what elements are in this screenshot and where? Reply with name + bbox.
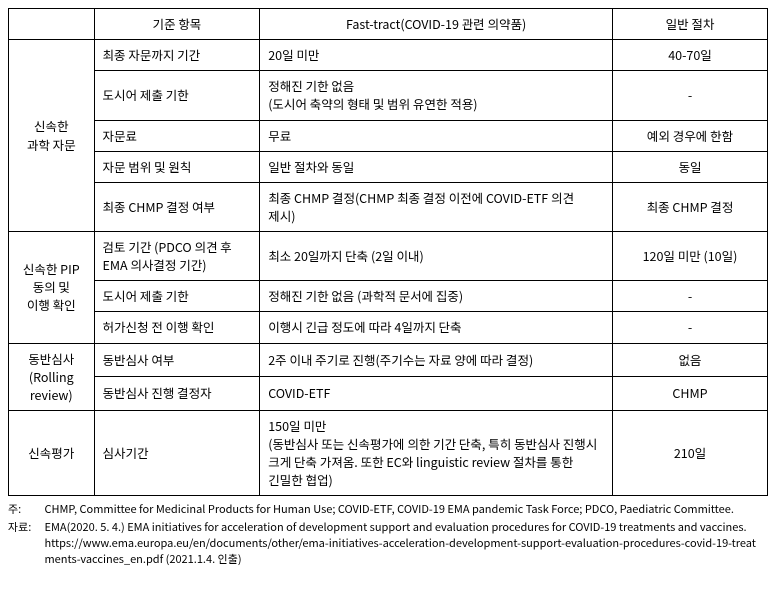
table-row: 신속한과학 자문최종 자문까지 기간20일 미만40-70일	[9, 40, 768, 71]
general-cell: 40-70일	[612, 40, 767, 71]
col-fast-track: Fast-tract(COVID-19 관련 의약품)	[260, 9, 613, 40]
criteria-cell: 허가신청 전 이행 확인	[94, 312, 260, 343]
footnotes: 주: CHMP, Committee for Medicinal Product…	[8, 502, 768, 568]
table-row: 허가신청 전 이행 확인이행시 긴급 정도에 따라 4일까지 단축-	[9, 312, 768, 343]
table-row: 신속한 PIP동의 및이행 확인검토 기간 (PDCO 의견 후 EMA 의사결…	[9, 232, 768, 281]
criteria-cell: 최종 CHMP 결정 여부	[94, 182, 260, 231]
criteria-cell: 최종 자문까지 기간	[94, 40, 260, 71]
table-row: 자문 범위 및 원칙일반 절차와 동일동일	[9, 151, 768, 182]
criteria-cell: 동반심사 진행 결정자	[94, 377, 260, 411]
general-cell: 없음	[612, 343, 767, 377]
note-body: CHMP, Committee for Medicinal Products f…	[44, 502, 764, 518]
table-row: 동반심사(Rollingreview)동반심사 여부2주 이내 주기로 진행(주…	[9, 343, 768, 377]
fast-track-cell: 150일 미만(동반심사 또는 신속평가에 의한 기간 단축, 특히 동반심사 …	[260, 410, 613, 496]
table-row: 신속평가심사기간150일 미만(동반심사 또는 신속평가에 의한 기간 단축, …	[9, 410, 768, 496]
fast-track-cell: 일반 절차와 동일	[260, 151, 613, 182]
general-cell: 120일 미만 (10일)	[612, 232, 767, 281]
comparison-table: 기준 항목 Fast-tract(COVID-19 관련 의약품) 일반 절차 …	[8, 8, 768, 496]
criteria-cell: 자문 범위 및 원칙	[94, 151, 260, 182]
fast-track-cell: 정해진 기한 없음 (과학적 문서에 집중)	[260, 281, 613, 312]
fast-track-cell: 무료	[260, 120, 613, 151]
col-general: 일반 절차	[612, 9, 767, 40]
col-criteria: 기준 항목	[94, 9, 260, 40]
table-header-row: 기준 항목 Fast-tract(COVID-19 관련 의약품) 일반 절차	[9, 9, 768, 40]
criteria-cell: 도시어 제출 기한	[94, 281, 260, 312]
criteria-cell: 자문료	[94, 120, 260, 151]
source-line-1: EMA(2020. 5. 4.) EMA initiatives for acc…	[44, 519, 746, 535]
fast-track-cell: 이행시 긴급 정도에 따라 4일까지 단축	[260, 312, 613, 343]
fast-track-cell: 20일 미만	[260, 40, 613, 71]
source-label: 자료:	[8, 520, 42, 536]
group-label: 신속한과학 자문	[9, 40, 95, 232]
criteria-cell: 심사기간	[94, 410, 260, 496]
table-row: 도시어 제출 기한정해진 기한 없음(도시어 축약의 형태 및 범위 유연한 적…	[9, 71, 768, 120]
general-cell: -	[612, 281, 767, 312]
general-cell: -	[612, 312, 767, 343]
general-cell: -	[612, 71, 767, 120]
general-cell: 예외 경우에 한함	[612, 120, 767, 151]
col-group	[9, 9, 95, 40]
fast-track-cell: 최소 20일까지 단축 (2일 이내)	[260, 232, 613, 281]
general-cell: 최종 CHMP 결정	[612, 182, 767, 231]
table-row: 자문료무료예외 경우에 한함	[9, 120, 768, 151]
criteria-cell: 동반심사 여부	[94, 343, 260, 377]
table-row: 최종 CHMP 결정 여부최종 CHMP 결정(CHMP 최종 결정 이전에 C…	[9, 182, 768, 231]
general-cell: CHMP	[612, 377, 767, 411]
fast-track-cell: COVID-ETF	[260, 377, 613, 411]
source-body: EMA(2020. 5. 4.) EMA initiatives for acc…	[44, 520, 764, 568]
note-label: 주:	[8, 502, 42, 518]
source-line-2: https://www.ema.europa.eu/en/documents/o…	[44, 535, 755, 567]
group-label: 신속평가	[9, 410, 95, 496]
criteria-cell: 검토 기간 (PDCO 의견 후 EMA 의사결정 기간)	[94, 232, 260, 281]
table-row: 도시어 제출 기한정해진 기한 없음 (과학적 문서에 집중)-	[9, 281, 768, 312]
fast-track-cell: 최종 CHMP 결정(CHMP 최종 결정 이전에 COVID-ETF 의견 제…	[260, 182, 613, 231]
general-cell: 210일	[612, 410, 767, 496]
group-label: 동반심사(Rollingreview)	[9, 343, 95, 410]
table-row: 동반심사 진행 결정자COVID-ETFCHMP	[9, 377, 768, 411]
general-cell: 동일	[612, 151, 767, 182]
criteria-cell: 도시어 제출 기한	[94, 71, 260, 120]
fast-track-cell: 2주 이내 주기로 진행(주기수는 자료 양에 따라 결정)	[260, 343, 613, 377]
fast-track-cell: 정해진 기한 없음(도시어 축약의 형태 및 범위 유연한 적용)	[260, 71, 613, 120]
group-label: 신속한 PIP동의 및이행 확인	[9, 232, 95, 344]
